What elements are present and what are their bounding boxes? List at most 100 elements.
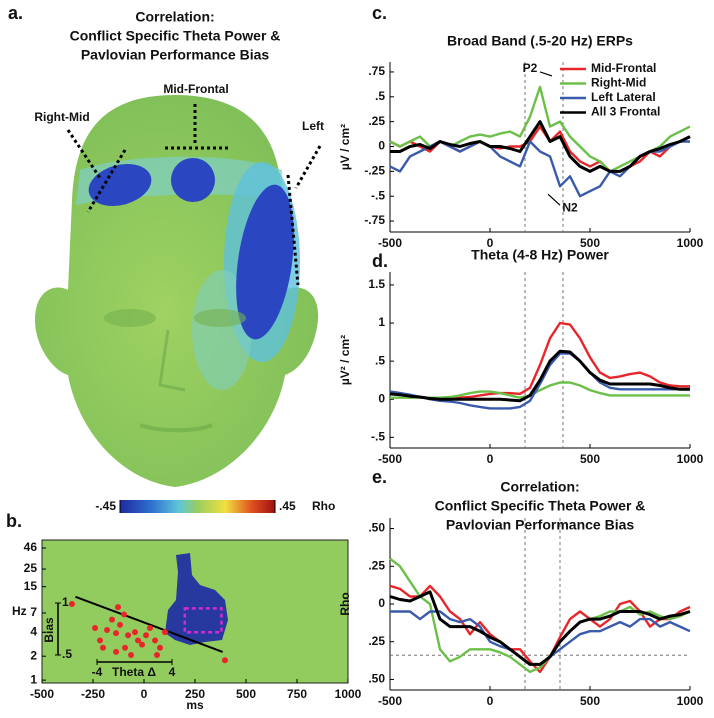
series-line — [389, 140, 690, 198]
annotation-leader — [539, 71, 553, 77]
x-tick-label: 500 — [580, 452, 600, 466]
legend-label: Right-Mid — [591, 76, 646, 90]
scatter-point — [128, 652, 135, 658]
legend-label: Mid-Frontal — [591, 61, 656, 75]
y-tick-label: .5 — [375, 353, 385, 367]
y-tick-label: -.25 — [364, 164, 385, 178]
series-line — [389, 321, 690, 401]
y-tick-label: .50 — [368, 672, 385, 686]
series-line — [389, 352, 690, 410]
y-tick-label: -.5 — [371, 188, 385, 202]
x-tick-label: 500 — [580, 694, 600, 708]
scatter-point — [113, 648, 120, 655]
x-tick-label: -250 — [81, 687, 105, 701]
series-line — [389, 349, 690, 403]
x-tick-label: 500 — [236, 687, 256, 701]
panel-label: e. — [372, 467, 387, 487]
scatter-point — [97, 637, 103, 644]
roi-box — [183, 607, 223, 634]
scatter-point — [161, 629, 168, 636]
series-line — [389, 125, 691, 173]
x-tick-label: -500 — [378, 452, 402, 466]
series-line — [389, 590, 691, 666]
fit-line — [75, 595, 223, 653]
scatter-point — [146, 624, 153, 631]
colorbar-label: Rho — [312, 499, 335, 513]
x-tick-label: 1000 — [335, 687, 362, 701]
panel-label: d. — [372, 251, 388, 271]
y-tick-label: -.75 — [364, 213, 385, 227]
panel-label: a. — [8, 3, 23, 23]
panel-label: c. — [372, 3, 387, 23]
y-tick-label: .25 — [368, 114, 385, 128]
scatter-point — [116, 621, 123, 628]
scatter-point — [134, 637, 141, 644]
x-tick-label: 250 — [185, 687, 205, 701]
x-tick-label: 0 — [487, 452, 494, 466]
y-tick-label: .75 — [368, 64, 385, 78]
chart-title: Pavlovian Performance Bias — [446, 517, 635, 533]
inset-y-label: Bias — [42, 617, 56, 643]
y-axis-label: Hz — [12, 604, 27, 618]
inset-x-label: Theta Δ — [112, 665, 156, 679]
chart-title: Pavlovian Performance Bias — [81, 47, 270, 63]
scatter-point — [143, 632, 150, 639]
tf-clusters — [165, 553, 228, 645]
leader-lines — [66, 104, 322, 286]
scatter-point — [92, 624, 99, 631]
chart-title: Conflict Specific Theta Power & — [435, 498, 646, 514]
colorbar-tick-label: -.45 — [95, 499, 116, 513]
scatter-point — [113, 630, 120, 637]
scatter-point — [104, 627, 111, 634]
series-line — [389, 557, 691, 674]
y-tick-label: 15 — [24, 579, 38, 593]
x-tick-label: 1000 — [677, 452, 704, 466]
chart-title: Correlation: — [135, 9, 214, 25]
y-tick-label: -.5 — [371, 430, 385, 444]
y-tick-label: 25 — [24, 561, 38, 575]
x-tick-label: 0 — [487, 236, 494, 250]
x-tick-label: 1000 — [677, 236, 704, 250]
inset-y-tick-label: .5 — [62, 647, 72, 661]
chart-title: Theta (4-8 Hz) Power — [471, 247, 609, 263]
annotation: N2 — [562, 200, 578, 214]
chart-title: Conflict Specific Theta Power & — [70, 28, 281, 44]
y-tick-label: 1.5 — [368, 277, 385, 291]
annotation: Mid-Frontal — [163, 82, 228, 96]
inset-y-tick-label: 1 — [62, 595, 69, 609]
panel-label: b. — [6, 511, 22, 531]
y-tick-label: 4 — [30, 624, 37, 638]
y-tick-label: .25 — [368, 558, 385, 572]
series-line — [390, 120, 691, 173]
scatter-point — [122, 644, 129, 651]
chart-title: Broad Band (.5-20 Hz) ERPs — [447, 33, 633, 49]
x-tick-label: 0 — [141, 687, 148, 701]
y-tick-label: 7 — [30, 605, 37, 619]
x-tick-label: 1000 — [677, 694, 704, 708]
x-tick-label: 500 — [580, 236, 600, 250]
head-model — [35, 95, 319, 487]
x-tick-label: -500 — [378, 694, 402, 708]
y-tick-label: 0 — [378, 596, 385, 610]
y-axis-label: Rho — [338, 592, 352, 615]
x-tick-label: 750 — [287, 687, 307, 701]
x-axis-label: ms — [186, 698, 204, 712]
y-tick-label: 2 — [30, 648, 37, 662]
cluster — [165, 553, 228, 645]
colorbar-tick-label: .45 — [279, 499, 296, 513]
scatter-point — [221, 657, 228, 664]
inset-x-tick-label: 4 — [169, 665, 176, 679]
legend-label: All 3 Frontal — [591, 105, 660, 119]
chart-title: Correlation: — [500, 479, 579, 495]
y-tick-label: .50 — [368, 521, 385, 535]
annotation: Right-Mid — [34, 110, 89, 124]
scatter-point — [68, 601, 75, 608]
scatter-point — [100, 644, 106, 651]
scatter-point — [125, 632, 132, 639]
scatter-point — [152, 637, 159, 644]
annotation-leader — [547, 193, 561, 206]
scatter-point — [157, 644, 163, 651]
annotation: Left — [302, 119, 324, 133]
series-line — [390, 610, 691, 666]
y-tick-label: 1 — [378, 315, 385, 329]
